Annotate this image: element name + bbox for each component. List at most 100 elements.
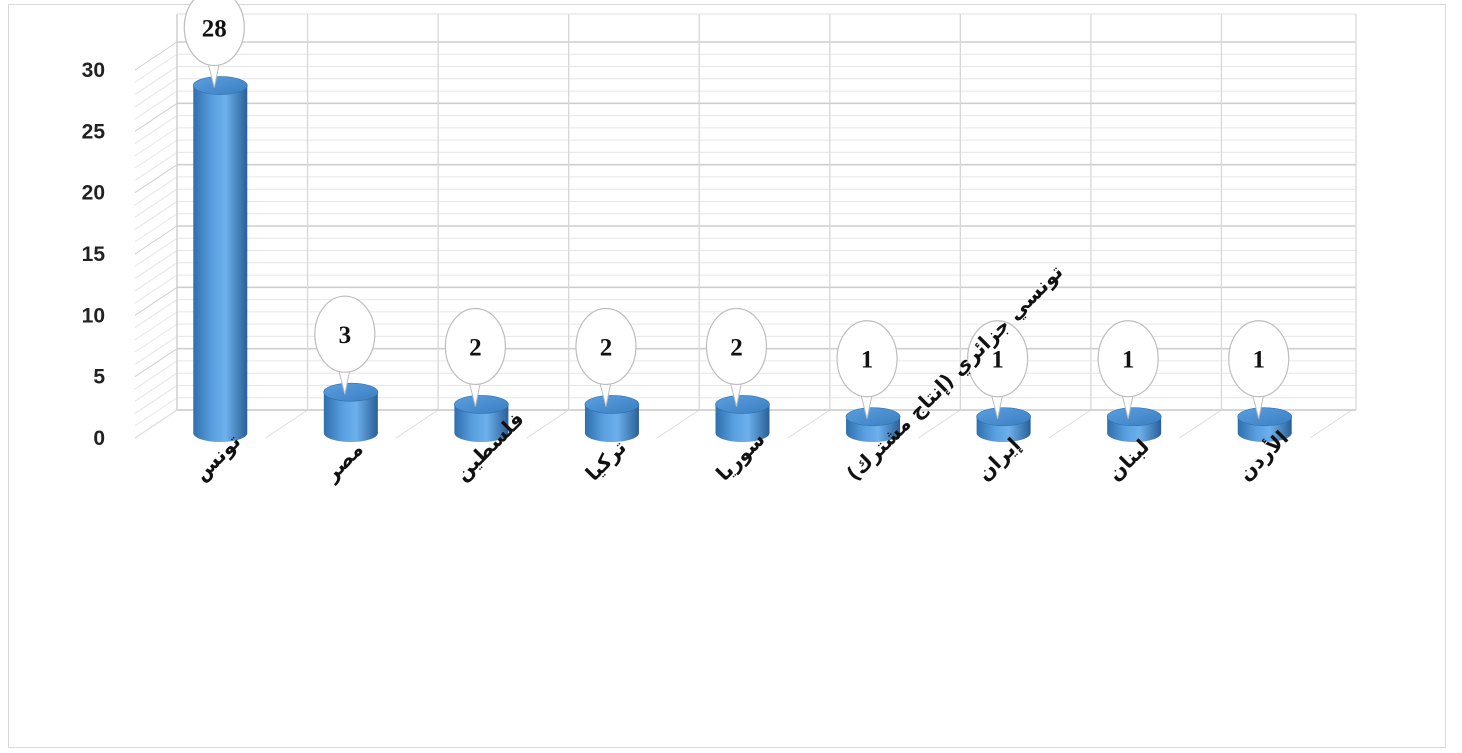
data-label-callout: 2 [444, 307, 506, 407]
side-gridline [134, 78, 178, 108]
side-gridline [134, 262, 178, 292]
side-gridline [134, 311, 178, 341]
y-tick-label: 25 [82, 120, 106, 143]
bar [1237, 407, 1293, 442]
bar-body [715, 404, 770, 442]
bar-cap [584, 395, 640, 414]
bars [192, 76, 1293, 443]
data-label: 1 [991, 347, 1004, 374]
data-label-callout: 28 [183, 0, 245, 88]
side-gridline [134, 372, 178, 402]
side-gridline [134, 164, 178, 194]
side-gridline [134, 274, 178, 304]
bar [715, 395, 770, 442]
floor-line [265, 409, 308, 439]
side-gridline [134, 188, 178, 218]
floor-line [656, 409, 700, 439]
bar [845, 407, 901, 442]
callout-bubble [705, 307, 768, 386]
bar [323, 382, 379, 442]
y-tick-label: 30 [82, 59, 105, 82]
side-gridline [134, 237, 178, 267]
side-gridline [134, 299, 178, 329]
callout-bubble [183, 0, 245, 67]
side-gridline [134, 53, 178, 83]
data-label-callout: 2 [575, 307, 637, 407]
bar-cap [1237, 407, 1293, 427]
data-label: 1 [861, 347, 874, 374]
x-category-label: لبنان [1103, 434, 1154, 485]
bar-cap [976, 407, 1031, 427]
bar [584, 395, 640, 442]
bar-body [323, 392, 378, 442]
side-gridline [134, 348, 178, 378]
side-gridline [134, 286, 178, 316]
floor-line [134, 409, 178, 439]
side-gridline [134, 385, 178, 414]
chart-walls [134, 13, 1357, 439]
bar-cap [454, 395, 509, 414]
side-gridline [134, 115, 178, 145]
bar [1106, 407, 1162, 442]
data-label: 2 [469, 334, 482, 361]
bar [976, 407, 1031, 442]
bar-body [193, 85, 248, 443]
data-label-callout: 1 [1097, 320, 1159, 419]
data-label: 3 [339, 322, 352, 349]
floor-line [526, 409, 569, 439]
data-label-callout: 3 [314, 295, 376, 395]
callout-bubble [836, 320, 898, 398]
data-label: 2 [600, 334, 613, 361]
callout-bubble [444, 307, 506, 386]
side-gridline [134, 139, 178, 169]
side-gridline [134, 250, 178, 279]
bar-cap [715, 395, 770, 414]
data-label-callout: 1 [967, 320, 1029, 419]
floor-line [787, 409, 831, 439]
side-gridline [134, 323, 178, 353]
y-tick-label: 20 [82, 182, 105, 205]
side-gridline [134, 213, 178, 243]
x-category-label: مصر [319, 437, 368, 486]
callout-bubble [1097, 320, 1159, 398]
y-axis: 0 5 10 15 20 25 30 [82, 59, 106, 450]
side-gridline [134, 41, 178, 71]
floor-line [1309, 409, 1353, 439]
floor-line [1179, 409, 1222, 439]
data-label-callout: 1 [836, 320, 898, 419]
data-label-callout: 2 [705, 307, 768, 407]
data-label: 28 [202, 16, 227, 43]
data-label: 1 [1122, 347, 1135, 374]
data-label: 2 [730, 334, 743, 361]
callout-bubble [314, 295, 376, 373]
y-tick-label: 15 [82, 243, 106, 266]
side-gridline [134, 225, 178, 255]
bar-cap [192, 76, 248, 95]
bar-cap [845, 407, 901, 427]
y-tick-label: 10 [82, 304, 105, 327]
data-labels: 28 3 2 2 2 1 1 1 1 [183, 0, 1290, 419]
floor-line [918, 409, 961, 439]
y-tick-label: 0 [93, 427, 105, 450]
side-gridline [134, 127, 178, 157]
side-gridline [134, 201, 178, 230]
bar-cap [323, 382, 379, 402]
side-gridline [134, 360, 178, 390]
side-gridline [134, 335, 178, 365]
side-gridline [134, 102, 178, 132]
callout-bubble [575, 307, 637, 386]
side-gridline [134, 151, 178, 181]
data-label-callout: 1 [1228, 320, 1290, 419]
floor-line [1048, 409, 1092, 439]
callout-bubble [967, 320, 1029, 398]
data-label: 1 [1252, 347, 1265, 374]
bar-cap [1106, 407, 1162, 427]
bar [192, 76, 248, 443]
bar-body [454, 404, 509, 442]
x-category-label: تركيا [581, 435, 631, 485]
side-gridline [134, 66, 178, 95]
bar-body [584, 404, 639, 442]
callout-bubble [1228, 320, 1290, 398]
side-gridline [134, 90, 178, 120]
